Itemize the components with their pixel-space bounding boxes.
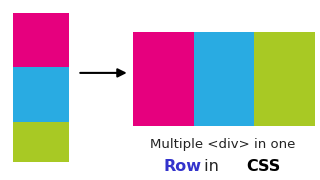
Text: Multiple <div> in one: Multiple <div> in one <box>150 138 295 151</box>
Bar <box>254 32 315 126</box>
Bar <box>194 32 254 126</box>
Bar <box>13 67 69 122</box>
Bar <box>133 32 194 126</box>
Bar <box>13 13 69 67</box>
Bar <box>13 122 69 162</box>
Text: CSS: CSS <box>246 159 280 174</box>
Text: Row: Row <box>163 159 201 174</box>
Text: in: in <box>199 159 224 174</box>
